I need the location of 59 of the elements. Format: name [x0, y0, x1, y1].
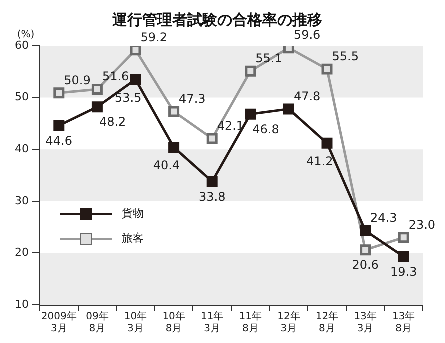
point — [54, 120, 65, 132]
y-tick-label: 10 — [14, 298, 29, 311]
point — [168, 142, 180, 154]
legend-label: 旅客 — [122, 231, 144, 246]
x-tick-label: 11年 8月 — [239, 310, 262, 335]
data-label: 42.1 — [217, 118, 244, 133]
point — [360, 244, 372, 256]
data-label: 23.0 — [408, 218, 436, 232]
point — [322, 64, 333, 75]
point — [245, 66, 256, 77]
y-tick-label: 50 — [14, 90, 29, 104]
legend-label: 貨物 — [122, 206, 144, 222]
data-label: 20.6 — [352, 258, 379, 272]
data-label: 40.4 — [153, 158, 180, 173]
data-label: 24.3 — [370, 211, 398, 226]
point — [398, 232, 410, 244]
data-label: 44.6 — [46, 134, 73, 148]
point — [206, 176, 218, 188]
x-tick-label: 13年 8月 — [392, 310, 416, 335]
point — [245, 108, 256, 120]
point — [322, 138, 333, 149]
chart-title: 運行管理者試験の合格率の推移 — [112, 10, 322, 29]
x-tick-label: 10年 8月 — [162, 310, 186, 335]
x-tick-label: 12年 8月 — [316, 310, 339, 335]
data-label: 55.5 — [332, 49, 359, 64]
data-label: 55.1 — [256, 52, 282, 66]
data-label: 59.2 — [140, 30, 168, 44]
x-tick-label: 09年 8月 — [86, 310, 109, 335]
point — [360, 225, 372, 236]
point — [283, 104, 294, 115]
point — [92, 102, 103, 113]
data-label: 33.8 — [198, 190, 226, 204]
data-label: 51.6 — [102, 70, 130, 84]
point — [206, 133, 218, 144]
point — [398, 251, 410, 262]
data-label: 59.6 — [294, 28, 321, 42]
x-tick-label: 13年 3月 — [354, 310, 377, 335]
y-tick-label: 20 — [14, 246, 29, 260]
data-label: 53.5 — [115, 90, 142, 105]
y-axis-title: (%) — [17, 30, 35, 41]
y-tick-label: 60 — [14, 38, 29, 52]
y-tick-label: 30 — [14, 194, 29, 208]
data-label: 41.2 — [306, 154, 334, 169]
point — [130, 46, 142, 56]
point — [92, 84, 103, 96]
data-label: 47.3 — [179, 92, 206, 106]
data-label: 19.3 — [390, 264, 418, 279]
data-label: 50.9 — [64, 73, 91, 88]
data-label: 47.8 — [294, 89, 321, 104]
point — [168, 106, 180, 118]
data-label: 46.8 — [252, 122, 280, 136]
y-tick-label: 40 — [14, 142, 29, 156]
point — [130, 74, 142, 86]
point — [54, 88, 65, 99]
data-label: 48.2 — [99, 115, 126, 130]
x-tick-label: 2009年 3月 — [41, 310, 77, 335]
x-tick-label: 11年 3月 — [200, 310, 224, 335]
x-tick-label: 10年 3月 — [124, 310, 148, 335]
x-tick-label: 12年 3月 — [278, 310, 300, 335]
